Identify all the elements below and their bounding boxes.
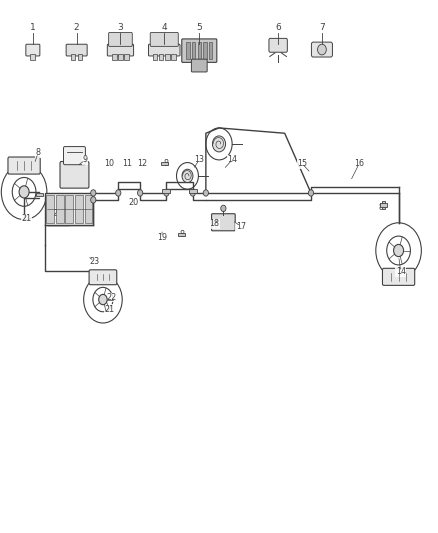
Bar xyxy=(159,54,163,60)
Text: 24: 24 xyxy=(53,209,63,217)
Circle shape xyxy=(116,190,121,196)
FancyBboxPatch shape xyxy=(107,44,134,56)
FancyBboxPatch shape xyxy=(191,59,207,72)
Bar xyxy=(118,54,123,60)
Circle shape xyxy=(203,190,208,196)
Bar xyxy=(161,162,168,165)
FancyBboxPatch shape xyxy=(182,39,217,62)
FancyBboxPatch shape xyxy=(382,268,415,285)
Text: 10: 10 xyxy=(105,159,114,168)
Bar xyxy=(178,233,185,236)
Text: 16: 16 xyxy=(354,159,364,168)
Text: 5: 5 xyxy=(196,23,202,32)
FancyBboxPatch shape xyxy=(64,147,85,165)
Circle shape xyxy=(190,190,195,196)
Circle shape xyxy=(212,136,226,152)
Bar xyxy=(124,54,129,60)
Bar xyxy=(198,42,201,59)
Bar xyxy=(382,201,385,209)
Text: 6: 6 xyxy=(275,23,281,32)
Text: 12: 12 xyxy=(137,159,148,168)
Bar xyxy=(153,54,157,60)
Bar xyxy=(209,42,212,59)
Bar xyxy=(189,189,197,193)
Circle shape xyxy=(318,44,326,55)
Bar xyxy=(71,54,75,60)
Text: 18: 18 xyxy=(210,220,219,228)
Bar xyxy=(165,54,170,60)
Bar xyxy=(36,193,43,196)
Text: 21: 21 xyxy=(21,214,32,223)
Text: 4: 4 xyxy=(162,23,167,32)
Circle shape xyxy=(91,197,96,203)
Text: 19: 19 xyxy=(157,233,167,241)
Text: 3: 3 xyxy=(117,23,124,32)
Bar xyxy=(75,195,83,223)
Bar xyxy=(380,204,387,207)
Bar xyxy=(46,195,54,223)
Text: 1: 1 xyxy=(30,23,36,32)
FancyBboxPatch shape xyxy=(66,44,87,56)
Text: 2: 2 xyxy=(74,23,79,32)
Text: 13: 13 xyxy=(194,156,204,164)
Bar xyxy=(171,54,176,60)
Circle shape xyxy=(394,245,403,256)
Circle shape xyxy=(138,190,143,196)
Text: 22: 22 xyxy=(106,293,117,302)
Text: 7: 7 xyxy=(319,23,325,32)
FancyBboxPatch shape xyxy=(45,193,93,225)
FancyBboxPatch shape xyxy=(89,270,117,285)
FancyBboxPatch shape xyxy=(311,42,332,57)
Text: 20: 20 xyxy=(128,198,139,207)
Circle shape xyxy=(221,205,226,212)
FancyBboxPatch shape xyxy=(109,33,132,46)
Text: 11: 11 xyxy=(122,159,132,168)
Circle shape xyxy=(19,186,29,198)
Bar xyxy=(56,195,64,223)
Text: 15: 15 xyxy=(297,159,307,168)
FancyBboxPatch shape xyxy=(148,44,180,56)
Circle shape xyxy=(308,190,314,196)
Text: 14: 14 xyxy=(396,268,406,276)
Bar xyxy=(30,54,35,60)
Text: 9: 9 xyxy=(83,156,88,164)
Circle shape xyxy=(164,190,169,196)
FancyBboxPatch shape xyxy=(8,157,40,174)
Bar xyxy=(162,189,170,193)
FancyBboxPatch shape xyxy=(269,38,287,52)
FancyBboxPatch shape xyxy=(26,44,40,56)
Bar xyxy=(78,54,82,60)
Text: 8: 8 xyxy=(35,149,41,157)
Bar xyxy=(85,195,92,223)
Text: 8: 8 xyxy=(179,230,184,239)
Text: 14: 14 xyxy=(227,156,237,164)
Bar xyxy=(186,42,190,59)
FancyBboxPatch shape xyxy=(212,214,235,231)
Circle shape xyxy=(91,190,96,196)
Text: 17: 17 xyxy=(236,222,246,231)
Bar xyxy=(112,54,117,60)
Bar xyxy=(192,42,195,59)
FancyBboxPatch shape xyxy=(60,161,89,188)
FancyBboxPatch shape xyxy=(150,33,178,46)
Circle shape xyxy=(99,294,107,305)
Text: 8: 8 xyxy=(378,204,384,212)
Bar xyxy=(203,42,207,59)
Text: 8: 8 xyxy=(164,159,169,168)
Text: 21: 21 xyxy=(104,305,115,313)
Text: 23: 23 xyxy=(89,257,99,265)
Circle shape xyxy=(182,169,193,182)
Bar xyxy=(65,195,73,223)
